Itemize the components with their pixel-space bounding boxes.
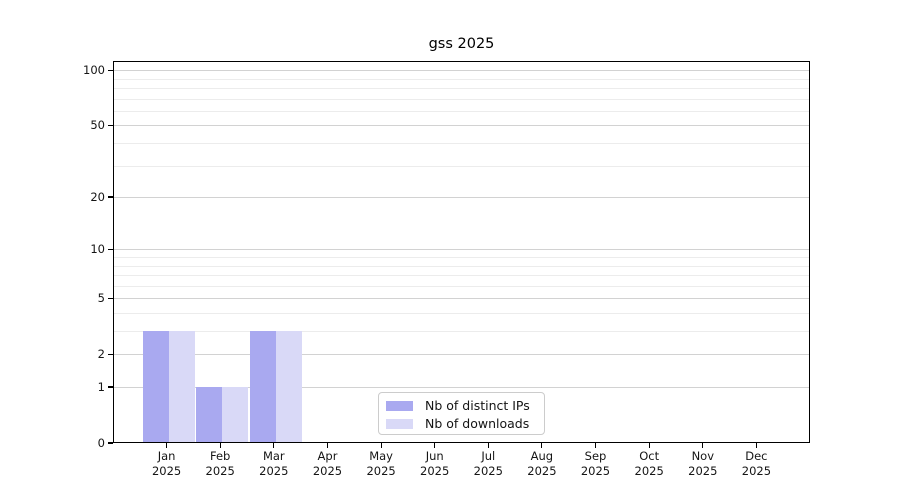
gridline-minor-6 (113, 285, 810, 287)
gridline-minor-80 (113, 87, 810, 89)
month-label: Apr (317, 449, 338, 463)
x-tick-may (380, 443, 382, 448)
x-tick-sep (594, 443, 597, 448)
x-tick-nov (702, 443, 704, 448)
x-tick-label-jun: Jun 2025 (403, 449, 467, 478)
y-tick-5 (108, 297, 113, 299)
legend-swatch-icon (386, 418, 413, 429)
month-label: Feb (210, 449, 231, 463)
x-tick-label-apr: Apr 2025 (296, 449, 360, 478)
y-tick-label-1: 1 (97, 380, 105, 394)
month-label: Sep (584, 449, 607, 463)
x-tick-label-jan: Jan 2025 (135, 449, 199, 478)
x-tick-dec (755, 443, 757, 448)
year-label: 2025 (580, 463, 611, 478)
gridline-minor-8 (113, 265, 810, 267)
year-label: 2025 (205, 463, 235, 478)
x-tick-jul (487, 443, 489, 448)
x-tick-apr (326, 443, 329, 448)
bar-nb-of-distinct-ips-feb (196, 387, 223, 443)
gridline-major-50 (113, 125, 810, 127)
chart-title: gss 2025 (428, 36, 495, 52)
year-label: 2025 (527, 463, 557, 478)
month-label: Nov (691, 449, 715, 463)
y-tick-label-20: 20 (90, 190, 105, 204)
gridline-minor-30 (113, 165, 810, 167)
gridline-major-1 (113, 387, 810, 388)
y-tick-0 (108, 442, 113, 444)
legend-swatch-icon (386, 400, 413, 411)
gridline-minor-3 (113, 331, 810, 332)
legend-row: Nb of distinct IPs (379, 397, 544, 415)
x-tick-label-may: May 2025 (349, 449, 413, 478)
x-tick-label-sep: Sep 2025 (564, 449, 628, 478)
y-tick-label-50: 50 (90, 118, 105, 133)
bar-nb-of-downloads-jan (168, 331, 195, 443)
legend-label: Nb of distinct IPs (425, 398, 530, 413)
x-tick-jun (434, 443, 436, 448)
gridline-minor-40 (113, 142, 810, 144)
bar-nb-of-distinct-ips-jan (142, 331, 169, 443)
gridline-minor-90 (113, 78, 810, 80)
gridline-major-10 (113, 249, 810, 251)
y-tick-label-5: 5 (97, 291, 105, 306)
year-label: 2025 (259, 463, 289, 478)
x-tick-oct (648, 443, 650, 448)
month-label: Jan (157, 449, 176, 463)
gridline-major-20 (113, 197, 810, 198)
month-label: Jun (425, 449, 444, 463)
y-tick-label-2: 2 (97, 347, 105, 362)
month-label: Oct (639, 449, 660, 463)
year-label: 2025 (741, 463, 772, 478)
y-tick-label-0: 0 (97, 436, 105, 450)
x-tick-label-mar: Mar 2025 (242, 449, 306, 478)
plot-area (113, 61, 810, 443)
x-tick-label-oct: Oct 2025 (617, 449, 681, 478)
x-tick-jan (166, 443, 168, 448)
year-label: 2025 (688, 463, 718, 478)
gridline-minor-7 (113, 275, 810, 276)
x-tick-feb (219, 443, 221, 448)
x-tick-label-feb: Feb 2025 (188, 449, 252, 478)
bar-nb-of-downloads-mar (275, 331, 302, 443)
bar-nb-of-distinct-ips-mar (249, 331, 276, 443)
gridline-major-2 (113, 354, 810, 356)
y-tick-20 (108, 196, 113, 198)
y-tick-10 (108, 248, 113, 250)
y-tick-100 (108, 69, 113, 71)
gridline-major-5 (113, 298, 810, 300)
month-label: Jul (481, 449, 496, 463)
month-label: Mar (262, 449, 285, 463)
x-tick-aug (541, 443, 543, 448)
x-tick-label-nov: Nov 2025 (671, 449, 735, 478)
month-label: May (369, 449, 393, 463)
y-tick-1 (108, 386, 113, 388)
month-label: Dec (745, 449, 768, 463)
gridline-minor-60 (113, 110, 810, 112)
x-tick-label-dec: Dec 2025 (724, 449, 788, 478)
gridline-minor-4 (113, 312, 810, 314)
gridline-minor-9 (113, 256, 810, 258)
year-label: 2025 (151, 463, 182, 478)
gridline-major-100 (113, 70, 810, 72)
y-tick-2 (108, 353, 113, 355)
year-label: 2025 (420, 463, 450, 478)
year-label: 2025 (634, 463, 664, 478)
gridline-minor-70 (113, 98, 810, 100)
legend: Nb of distinct IPs Nb of downloads (378, 392, 545, 435)
y-tick-label-100: 100 (83, 63, 105, 78)
year-label: 2025 (312, 463, 343, 478)
year-label: 2025 (366, 463, 396, 478)
x-tick-label-jul: Jul 2025 (456, 449, 520, 478)
x-tick-label-aug: Aug 2025 (510, 449, 574, 478)
y-tick-label-10: 10 (90, 242, 105, 257)
legend-row: Nb of downloads (379, 415, 544, 433)
legend-label: Nb of downloads (425, 416, 530, 431)
x-tick-mar (273, 443, 275, 448)
month-label: Aug (530, 449, 554, 463)
y-tick-50 (108, 124, 113, 126)
year-label: 2025 (473, 463, 503, 478)
bar-nb-of-downloads-feb (222, 387, 249, 443)
